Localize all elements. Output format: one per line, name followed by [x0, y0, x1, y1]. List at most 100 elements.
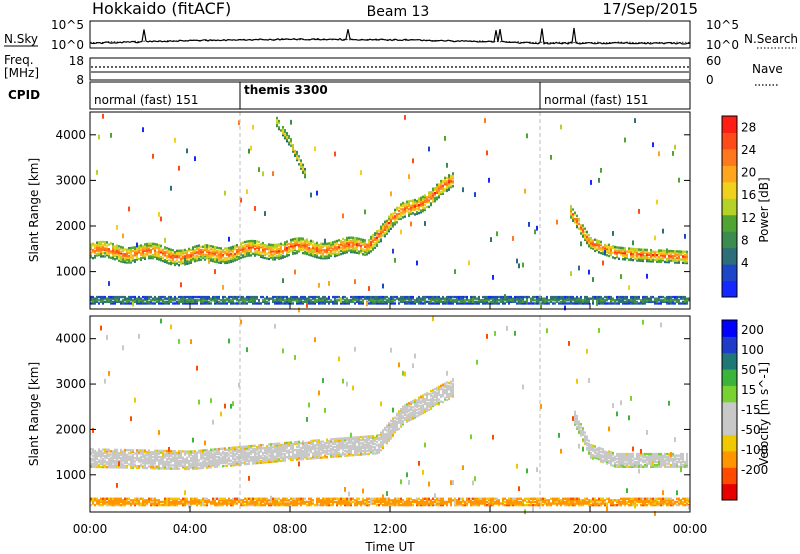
heatmap-cell [188, 463, 190, 466]
heatmap-cell [550, 297, 552, 300]
heatmap-cell [122, 345, 124, 351]
heatmap-cell [196, 244, 198, 248]
heatmap-cell [172, 453, 174, 456]
heatmap-cell [172, 255, 174, 258]
heatmap-cell [668, 260, 670, 264]
heatmap-cell [440, 187, 442, 191]
heatmap-cell [376, 230, 378, 233]
heatmap-cell [286, 132, 288, 135]
heatmap-cell [410, 212, 412, 215]
heatmap-cell [236, 297, 238, 300]
heatmap-cell [584, 295, 586, 299]
heatmap-cell [170, 250, 172, 253]
heatmap-cell [178, 462, 180, 466]
heatmap-cell [90, 243, 92, 246]
heatmap-cell [134, 299, 136, 302]
heatmap-cell [258, 247, 260, 250]
heatmap-cell [288, 300, 290, 304]
heatmap-cell [188, 260, 190, 263]
heatmap-cell [252, 444, 254, 448]
heatmap-cell [532, 299, 534, 302]
heatmap-cell [542, 297, 544, 300]
heatmap-cell [136, 247, 138, 250]
heatmap-cell [668, 251, 670, 254]
heatmap-cell [362, 295, 364, 299]
heatmap-cell [120, 458, 122, 461]
heatmap-cell [112, 250, 114, 254]
heatmap-cell [202, 300, 204, 304]
heatmap-cell [156, 465, 158, 468]
heatmap-cell [360, 241, 362, 244]
heatmap-cell [250, 457, 252, 461]
heatmap-cell [254, 449, 256, 452]
heatmap-cell [296, 499, 298, 502]
heatmap-cell [682, 300, 684, 304]
heatmap-cell [164, 467, 166, 470]
heatmap-cell [218, 463, 220, 467]
heatmap-cell [264, 457, 266, 461]
heatmap-cell [684, 253, 686, 257]
heatmap-cell [178, 165, 180, 171]
heatmap-cell [116, 246, 118, 249]
heatmap-cell [600, 297, 602, 300]
heatmap-cell [460, 300, 462, 304]
heatmap-cell [500, 295, 502, 299]
heatmap-cell [280, 502, 282, 505]
heatmap-cell [232, 248, 234, 252]
heatmap-cell [448, 182, 450, 185]
heatmap-cell [104, 499, 106, 502]
heatmap-cell [128, 500, 130, 504]
heatmap-cell [268, 297, 270, 300]
heatmap-cell [276, 497, 278, 500]
heatmap-cell [150, 252, 152, 255]
heatmap-cell [248, 295, 250, 299]
heatmap-cell [106, 453, 108, 456]
heatmap-cell [600, 243, 602, 247]
heatmap-cell [484, 118, 486, 123]
heatmap-cell [248, 300, 250, 304]
heatmap-cell [546, 302, 548, 305]
heatmap-cell [622, 251, 624, 255]
heatmap-cell [676, 261, 678, 264]
heatmap-cell [238, 300, 240, 304]
heatmap-cell [264, 245, 266, 249]
heatmap-cell [110, 450, 112, 453]
heatmap-cell [294, 252, 296, 255]
heatmap-cell [352, 247, 354, 251]
heatmap-cell [666, 252, 668, 256]
heatmap-cell [116, 500, 118, 504]
heatmap-cell [274, 295, 276, 299]
heatmap-cell [554, 302, 556, 305]
heatmap-cell [90, 457, 92, 461]
heatmap-cell [686, 257, 688, 260]
heatmap-cell [228, 254, 230, 258]
heatmap-cell [228, 261, 230, 264]
heatmap-cell [288, 136, 290, 140]
heatmap-cell [160, 457, 162, 461]
heatmap-cell [306, 446, 308, 449]
heatmap-cell [256, 240, 258, 243]
heatmap-cell [492, 297, 494, 300]
heatmap-cell [286, 499, 288, 502]
heatmap-cell [376, 299, 378, 302]
heatmap-cell [310, 449, 312, 452]
heatmap-cell [264, 299, 266, 302]
heatmap-cell [434, 199, 436, 203]
heatmap-cell [654, 252, 656, 255]
heatmap-cell [146, 252, 148, 255]
heatmap-cell [174, 497, 176, 500]
heatmap-cell [162, 452, 164, 457]
heatmap-cell [92, 457, 94, 461]
heatmap-cell [166, 460, 168, 464]
heatmap-cell [194, 250, 196, 253]
heatmap-cell [280, 443, 282, 447]
heatmap-cell [590, 246, 592, 250]
heatmap-cell [548, 299, 550, 302]
heatmap-cell [398, 297, 400, 300]
heatmap-cell [514, 297, 516, 300]
heatmap-cell [196, 454, 198, 458]
heatmap-cell [300, 446, 302, 450]
heatmap-cell [170, 457, 172, 461]
heatmap-cell [238, 252, 240, 256]
